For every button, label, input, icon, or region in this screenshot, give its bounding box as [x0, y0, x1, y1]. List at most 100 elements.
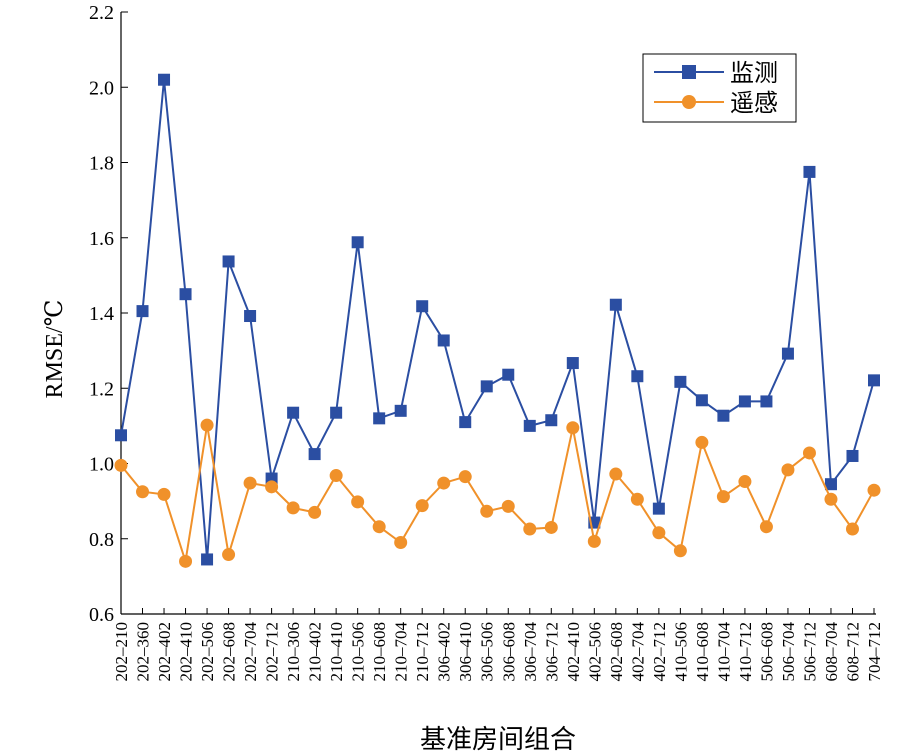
x-tick-label: 402–712 — [650, 622, 669, 682]
y-tick-label: 1.4 — [89, 303, 114, 325]
data-point-monitor — [502, 368, 515, 381]
y-tick-label: 1.6 — [89, 228, 114, 250]
y-tick-label: 2.2 — [89, 2, 114, 24]
x-tick-label: 410–608 — [693, 622, 712, 682]
data-point-monitor — [566, 357, 579, 370]
data-point-remote — [329, 469, 343, 483]
data-point-monitor — [222, 255, 235, 268]
y-axis-ticks: 0.6 0.8 1.0 1.2 1.4 1.6 1.8 2.0 2.2 — [89, 2, 128, 626]
data-point-monitor — [523, 419, 536, 432]
data-point-remote — [609, 467, 623, 481]
data-point-monitor — [824, 478, 837, 491]
legend: 监测 遥感 — [642, 53, 797, 123]
data-point-remote — [458, 470, 472, 484]
data-point-remote — [652, 526, 666, 540]
x-tick-label: 306–704 — [521, 622, 540, 682]
data-point-remote — [308, 505, 322, 519]
x-tick-label: 410–712 — [736, 622, 755, 682]
legend-box — [642, 53, 797, 123]
x-tick-label: 402–506 — [585, 622, 604, 682]
x-tick-label: 210–306 — [284, 622, 303, 682]
data-point-monitor — [287, 406, 300, 419]
x-tick-label: 202–402 — [155, 622, 174, 682]
data-point-remote — [200, 418, 214, 432]
data-point-remote — [802, 446, 816, 460]
data-point-monitor — [652, 502, 665, 515]
data-point-remote — [394, 536, 408, 550]
data-point-remote — [265, 480, 279, 494]
data-point-remote — [673, 544, 687, 558]
x-tick-label: 410–704 — [714, 622, 733, 682]
data-point-monitor — [437, 334, 450, 347]
data-point-remote — [523, 522, 537, 536]
data-point-monitor — [760, 395, 773, 408]
data-point-monitor — [674, 375, 687, 388]
data-point-monitor — [717, 409, 730, 422]
data-point-monitor — [480, 380, 493, 393]
data-point-remote — [480, 504, 494, 518]
data-point-remote — [222, 548, 236, 562]
y-axis-label: RMSE/℃ — [42, 300, 68, 399]
series-line-0 — [120, 79, 875, 560]
data-point-monitor — [695, 394, 708, 407]
data-point-remote — [738, 475, 752, 489]
x-axis-label: 基准房间组合 — [420, 725, 576, 754]
y-tick-label: 0.8 — [89, 529, 114, 551]
x-tick-label: 402–704 — [628, 622, 647, 682]
data-point-monitor — [781, 347, 794, 360]
data-point-monitor — [179, 288, 192, 301]
data-point-remote — [501, 499, 515, 513]
data-point-remote — [716, 490, 730, 504]
x-tick-label: 704–712 — [865, 622, 884, 682]
y-tick-label: 1.0 — [89, 454, 114, 476]
x-tick-label: 202–360 — [134, 622, 153, 682]
x-tick-label: 210–712 — [413, 622, 432, 682]
data-point-remote — [157, 487, 171, 501]
x-tick-label: 210–608 — [370, 622, 389, 682]
x-tick-label: 202–410 — [177, 622, 196, 682]
data-point-monitor — [609, 298, 622, 311]
data-point-monitor — [158, 73, 171, 86]
x-tick-label: 202–704 — [241, 622, 260, 682]
x-tick-label: 202–506 — [198, 622, 217, 682]
x-tick-label: 202–210 — [112, 622, 131, 682]
data-point-monitor — [631, 370, 644, 383]
x-tick-label: 210–410 — [327, 622, 346, 682]
data-point-monitor — [373, 412, 386, 425]
data-point-monitor — [115, 429, 127, 442]
x-axis-ticks: 202–210 202–360 202–402 202–410 202–506 202–6… — [112, 608, 884, 682]
data-point-remote — [587, 534, 601, 548]
x-tick-label: 202–712 — [263, 622, 282, 682]
data-point-monitor — [846, 449, 859, 462]
series-group — [114, 73, 881, 568]
legend-marker-remote — [682, 95, 696, 109]
y-tick-label: 0.6 — [89, 604, 114, 626]
data-point-remote — [781, 463, 795, 477]
data-point-remote — [845, 522, 859, 536]
data-point-remote — [544, 520, 558, 534]
x-tick-label: 306–608 — [499, 622, 518, 682]
data-point-remote — [415, 499, 429, 513]
data-point-remote — [286, 501, 300, 515]
data-point-monitor — [394, 404, 407, 417]
data-point-monitor — [244, 310, 257, 323]
x-tick-label: 306–410 — [456, 622, 475, 682]
data-point-monitor — [545, 414, 558, 427]
y-tick-label: 1.2 — [89, 378, 114, 400]
data-point-remote — [136, 485, 150, 499]
x-tick-label: 210–704 — [392, 622, 411, 682]
x-tick-label: 306–402 — [435, 622, 454, 682]
data-point-remote — [759, 520, 773, 534]
x-tick-label: 306–506 — [478, 622, 497, 682]
x-tick-label: 306–712 — [542, 622, 561, 682]
y-tick-label: 1.8 — [89, 153, 114, 175]
data-point-remote — [114, 458, 128, 472]
data-point-remote — [179, 554, 193, 568]
data-point-remote — [372, 520, 386, 534]
data-point-monitor — [738, 395, 751, 408]
x-tick-label: 608–704 — [822, 622, 841, 682]
data-point-monitor — [351, 236, 364, 249]
data-point-remote — [630, 492, 644, 506]
series-line-1 — [120, 424, 875, 562]
